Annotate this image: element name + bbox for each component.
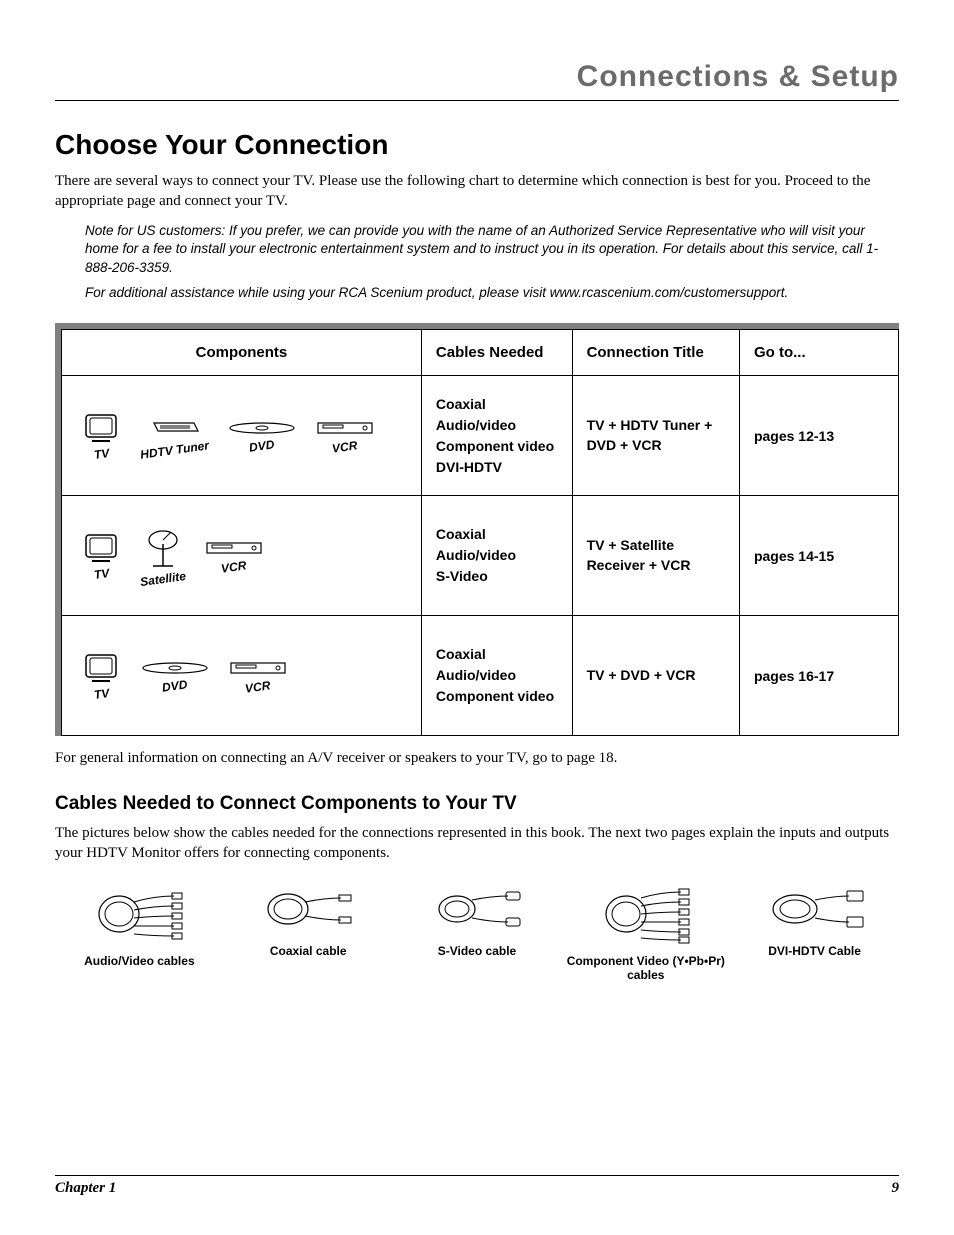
satellite-icon: Satellite xyxy=(140,526,186,586)
cables-cell: Coaxial Audio/video Component video xyxy=(421,616,572,736)
th-cables: Cables Needed xyxy=(421,330,572,376)
dvi-cable-label: DVI-HDTV Cable xyxy=(768,944,861,958)
components-cell: TV HDTV Tuner DVD VCR xyxy=(62,376,422,496)
connection-table-wrap: Components Cables Needed Connection Titl… xyxy=(55,323,899,736)
th-components: Components xyxy=(62,330,422,376)
cables-cell: Coaxial Audio/video Component video DVI-… xyxy=(421,376,572,496)
footer-page-number: 9 xyxy=(892,1180,900,1197)
component-cable-label: Component Video (Y•Pb•Pr) cables xyxy=(566,954,726,982)
conn-title-cell: TV + Satellite Receiver + VCR xyxy=(572,496,739,616)
tv-icon: TV xyxy=(82,411,122,461)
th-goto: Go to... xyxy=(739,330,898,376)
tv-icon: TV xyxy=(82,651,122,701)
tv-icon: TV xyxy=(82,531,122,581)
dvi-cable-icon: DVI-HDTV Cable xyxy=(735,884,895,958)
av-cable-label: Audio/Video cables xyxy=(84,954,194,968)
components-cell: TV Satellite VCR xyxy=(62,496,422,616)
connection-table: Components Cables Needed Connection Titl… xyxy=(61,329,899,736)
table-row: TV Satellite VCR Coaxial Audio/video S-V… xyxy=(62,496,899,616)
page-header-title: Connections & Setup xyxy=(55,60,899,101)
cables-cell: Coaxial Audio/video S-Video xyxy=(421,496,572,616)
components-cell: TV DVD VCR xyxy=(62,616,422,736)
vcr-icon: VCR xyxy=(228,658,288,694)
svideo-cable-icon: S-Video cable xyxy=(397,884,557,958)
th-conn-title: Connection Title xyxy=(572,330,739,376)
subsection-text: The pictures below show the cables neede… xyxy=(55,823,899,864)
conn-title-cell: TV + HDTV Tuner + DVD + VCR xyxy=(572,376,739,496)
goto-cell: pages 14-15 xyxy=(739,496,898,616)
cable-illustrations-row: Audio/Video cables Coaxial cable S-Video… xyxy=(55,884,899,982)
conn-title-cell: TV + DVD + VCR xyxy=(572,616,739,736)
vcr-icon: VCR xyxy=(315,418,375,454)
goto-cell: pages 16-17 xyxy=(739,616,898,736)
note-block: Note for US customers: If you prefer, we… xyxy=(85,222,899,304)
note-us-customers: Note for US customers: If you prefer, we… xyxy=(85,222,899,279)
footer-chapter: Chapter 1 xyxy=(55,1180,116,1197)
coax-cable-icon: Coaxial cable xyxy=(228,884,388,958)
section-title: Choose Your Connection xyxy=(55,129,899,161)
post-table-note: For general information on connecting an… xyxy=(55,750,899,767)
coax-cable-label: Coaxial cable xyxy=(270,944,347,958)
intro-text: There are several ways to connect your T… xyxy=(55,171,899,212)
hdtv-tuner-icon: HDTV Tuner xyxy=(140,415,209,457)
svideo-cable-label: S-Video cable xyxy=(438,944,516,958)
table-row: TV HDTV Tuner DVD VCR Coax xyxy=(62,376,899,496)
dvd-icon: DVD xyxy=(227,419,297,453)
page-footer: Chapter 1 9 xyxy=(55,1175,899,1197)
vcr-icon: VCR xyxy=(204,538,264,574)
av-cable-icon: Audio/Video cables xyxy=(59,884,219,968)
table-row: TV DVD VCR Coaxial Audio/video Component… xyxy=(62,616,899,736)
subsection-title: Cables Needed to Connect Components to Y… xyxy=(55,793,899,815)
dvd-icon: DVD xyxy=(140,659,210,693)
note-assistance: For additional assistance while using yo… xyxy=(85,284,899,303)
goto-cell: pages 12-13 xyxy=(739,376,898,496)
component-cable-icon: Component Video (Y•Pb•Pr) cables xyxy=(566,884,726,982)
